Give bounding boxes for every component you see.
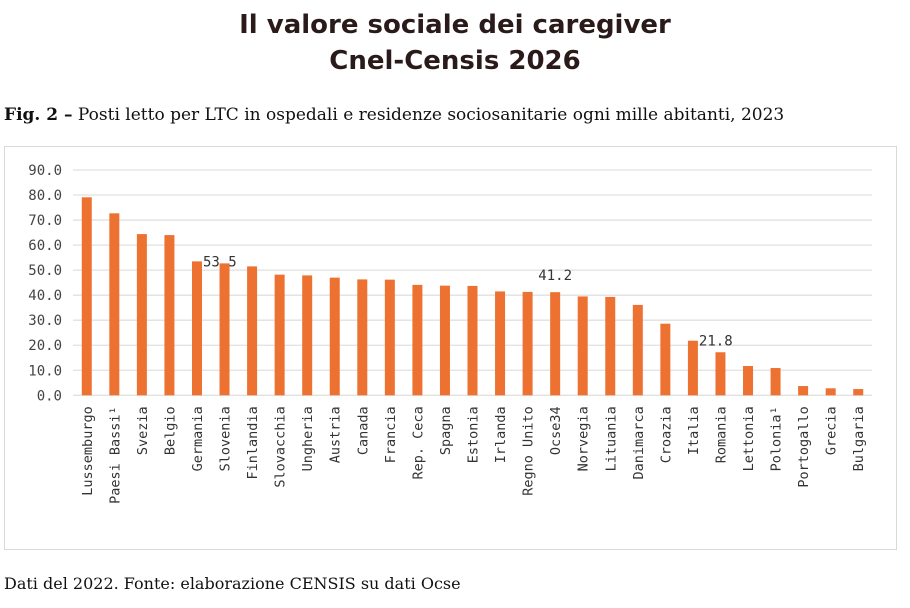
x-tick-label: Italia	[686, 406, 702, 455]
bar	[219, 263, 230, 396]
x-tick-label: Paesi Bassi¹	[107, 406, 123, 504]
y-tick-label: 50.0	[28, 263, 62, 279]
x-tick-label: Bulgaria	[851, 406, 867, 471]
x-tick-label: Belgio	[162, 406, 178, 455]
y-tick-label: 10.0	[28, 363, 62, 379]
bar	[522, 291, 533, 396]
y-tick-label: 40.0	[28, 288, 62, 304]
x-tick-label: Regno Unito	[521, 406, 537, 495]
x-tick-label: Lettonia	[741, 406, 757, 471]
x-tick-label: Austria	[328, 406, 344, 463]
bar	[439, 285, 450, 396]
x-tick-label: Spagna	[438, 406, 454, 455]
bar	[136, 234, 147, 396]
bar	[384, 279, 395, 396]
bar	[412, 284, 423, 396]
x-tick-label: Croazia	[658, 406, 674, 463]
x-tick-label: Slovenia	[218, 406, 234, 471]
x-tick-label: Danimarca	[631, 406, 647, 479]
x-tick-label: Norvegia	[576, 406, 592, 471]
bar	[109, 213, 120, 396]
bar	[825, 388, 836, 396]
y-tick-label: 70.0	[28, 213, 62, 229]
bar	[329, 277, 340, 396]
bar	[495, 291, 506, 396]
bar	[687, 340, 698, 396]
x-tick-label: Francia	[383, 406, 399, 463]
bar	[577, 296, 588, 396]
x-tick-label: Polonia¹	[769, 406, 785, 471]
y-tick-label: 90.0	[28, 163, 62, 179]
y-tick-label: 20.0	[28, 338, 62, 354]
figure-label: Fig. 2 –	[4, 105, 73, 125]
source-note: Dati del 2022. Fonte: elaborazione CENSI…	[4, 574, 461, 593]
x-tick-label: Finlandia	[245, 406, 261, 479]
x-tick-label: Lussemburgo	[80, 406, 96, 495]
y-tick-label: 0.0	[37, 388, 62, 404]
data-label: 41.2	[538, 268, 572, 284]
bar	[770, 368, 781, 396]
figure-caption: Fig. 2 – Posti letto per LTC in ospedali…	[4, 105, 784, 125]
bar	[550, 292, 561, 396]
bar	[632, 304, 643, 396]
x-tick-label: Lituania	[603, 406, 619, 471]
bar	[357, 279, 368, 396]
x-tick-label: Svezia	[135, 406, 151, 455]
x-tick-label: Canada	[355, 406, 371, 455]
x-tick-label: Irlanda	[493, 406, 509, 463]
bar	[660, 323, 671, 396]
bar	[164, 235, 175, 396]
x-tick-label: Ungheria	[300, 406, 316, 471]
bar	[274, 274, 285, 396]
bar	[81, 197, 92, 396]
bar	[743, 366, 754, 396]
x-tick-label: Portogallo	[796, 406, 812, 487]
bar	[191, 261, 202, 396]
x-tick-label: Rep. Ceca	[410, 406, 426, 479]
x-tick-label: Grecia	[824, 406, 840, 455]
x-tick-label: Germania	[190, 406, 206, 471]
y-tick-label: 80.0	[28, 188, 62, 204]
bar	[715, 352, 726, 396]
bar	[798, 386, 809, 396]
y-tick-label: 60.0	[28, 238, 62, 254]
x-tick-label: Ocse34	[548, 406, 564, 455]
bar	[302, 275, 313, 396]
bar	[467, 285, 478, 396]
y-tick-label: 30.0	[28, 313, 62, 329]
x-tick-label: Romania	[713, 406, 729, 463]
data-label: 21.8	[699, 334, 733, 350]
bar	[605, 296, 616, 396]
bar	[247, 266, 258, 396]
x-tick-label: Slovacchia	[273, 406, 289, 487]
figure-caption-text: Posti letto per LTC in ospedali e reside…	[77, 105, 785, 125]
chart-frame	[4, 146, 897, 550]
report-title: Il valore sociale dei caregiver	[239, 10, 671, 40]
x-tick-label: Estonia	[466, 406, 482, 463]
report-subtitle: Cnel-Censis 2026	[329, 46, 581, 76]
bar	[853, 389, 864, 396]
